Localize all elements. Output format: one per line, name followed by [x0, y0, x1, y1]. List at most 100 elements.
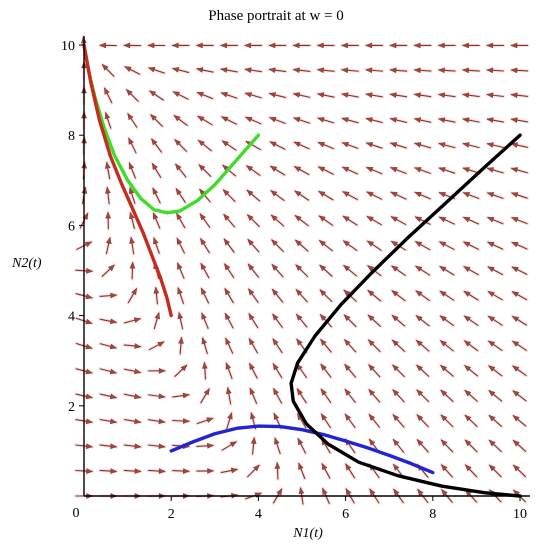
field-arrow-head: [272, 338, 279, 346]
field-arrow-head: [171, 42, 179, 49]
field-arrow-head: [341, 142, 350, 148]
field-arrow-head: [391, 314, 399, 322]
field-arrow-head: [292, 67, 300, 74]
field-arrow-head: [439, 315, 447, 322]
field-arrow-head: [367, 314, 375, 322]
field-arrow-head: [196, 91, 204, 98]
field-arrow-head: [462, 67, 470, 74]
field-arrow-head: [414, 167, 422, 173]
field-arrow-head: [134, 368, 142, 375]
field-arrow-head: [109, 343, 117, 350]
field-arrow-head: [129, 236, 135, 244]
field-arrow-head: [149, 90, 157, 97]
field-arrow-head: [272, 363, 279, 371]
field-arrow-head: [510, 167, 519, 173]
field-arrow-head: [223, 213, 230, 221]
field-arrow-head: [414, 192, 422, 198]
field-arrow-head: [391, 290, 399, 297]
field-arrow-head: [269, 165, 278, 172]
field-arrow-head: [465, 464, 472, 472]
field-arrow-head: [344, 388, 352, 396]
field-arrow-head: [416, 439, 424, 447]
y-tick-label: 10: [61, 39, 75, 54]
field-arrow-head: [225, 337, 231, 345]
field-arrow-head: [486, 42, 494, 49]
field-arrow-head: [366, 240, 375, 247]
field-arrow-head: [133, 317, 142, 324]
field-arrow-head: [173, 115, 181, 122]
field-arrow-head: [182, 392, 190, 399]
field-arrow-head: [197, 115, 205, 122]
field-arrow-head: [269, 141, 277, 148]
field-arrow-head: [203, 388, 210, 396]
field-arrow-head: [129, 261, 136, 269]
field-arrow-head: [152, 187, 159, 195]
field-arrow-head: [294, 215, 302, 222]
field-arrow-head: [511, 192, 519, 198]
field-arrow-head: [365, 142, 374, 148]
field-arrow-head: [345, 463, 352, 471]
field-arrow-head: [199, 213, 207, 221]
field-arrow-head: [273, 387, 280, 396]
y-tick-label: 2: [68, 400, 75, 415]
field-arrow-head: [438, 117, 446, 123]
field-arrow-head: [368, 413, 376, 421]
field-arrow-head: [86, 267, 93, 274]
field-arrow-head: [128, 162, 135, 170]
field-arrow-head: [172, 67, 180, 73]
field-arrow-head: [298, 462, 304, 470]
field-arrow-head: [510, 42, 518, 49]
field-arrow-head: [297, 437, 304, 446]
field-arrow-head: [342, 191, 350, 198]
field-arrow-head: [413, 117, 422, 123]
field-arrow-head: [224, 288, 231, 296]
field-arrow-head: [317, 67, 324, 74]
field-arrow-head: [462, 167, 470, 173]
field-arrow-head: [250, 436, 257, 444]
field-arrow-head: [510, 117, 518, 124]
field-arrow-head: [296, 338, 303, 346]
field-arrow-head: [201, 287, 207, 295]
field-arrow-head: [512, 340, 520, 347]
field-arrow-head: [344, 413, 352, 421]
field-arrow-head: [229, 441, 237, 448]
field-arrow-head: [158, 393, 166, 400]
field-arrow-head: [272, 313, 279, 321]
field-arrow-head: [131, 287, 137, 296]
field-arrow-head: [126, 89, 133, 96]
field-arrow-head: [153, 237, 159, 245]
field-arrow-head: [365, 92, 373, 98]
field-arrow-head: [318, 240, 327, 247]
field-arrow-head: [248, 313, 255, 321]
field-arrow-head: [367, 289, 375, 297]
field-arrow-head: [292, 92, 301, 98]
field-arrow-head: [110, 468, 118, 475]
field-arrow-head: [107, 264, 115, 272]
field-arrow-head: [511, 242, 519, 248]
field-arrow-head: [344, 363, 351, 371]
field-arrow-head: [389, 92, 397, 99]
field-arrow-head: [220, 67, 228, 73]
field-arrow-head: [292, 42, 300, 49]
field-arrow-head: [510, 92, 518, 99]
field-arrow-head: [85, 393, 93, 400]
field-arrow-head: [180, 364, 188, 372]
field-arrow-head: [389, 42, 397, 49]
field-arrow-head: [439, 241, 447, 248]
field-arrow-head: [393, 463, 400, 471]
field-arrow-head: [129, 211, 135, 220]
field-arrow-head: [276, 488, 283, 496]
field-arrow-head: [415, 290, 423, 297]
field-arrow-head: [441, 489, 448, 497]
field-arrow-head: [342, 240, 351, 247]
field-arrow-head: [438, 92, 446, 99]
field-arrow-head: [225, 362, 232, 370]
field-arrow-head: [221, 140, 229, 147]
field-arrow-head: [99, 42, 106, 49]
field-arrow-head: [341, 166, 350, 173]
trajectory-2: [82, 43, 173, 318]
field-arrow-head: [413, 67, 421, 74]
field-arrow-head: [296, 388, 304, 396]
y-tick-label: 8: [68, 129, 75, 144]
field-arrow-head: [110, 292, 118, 299]
